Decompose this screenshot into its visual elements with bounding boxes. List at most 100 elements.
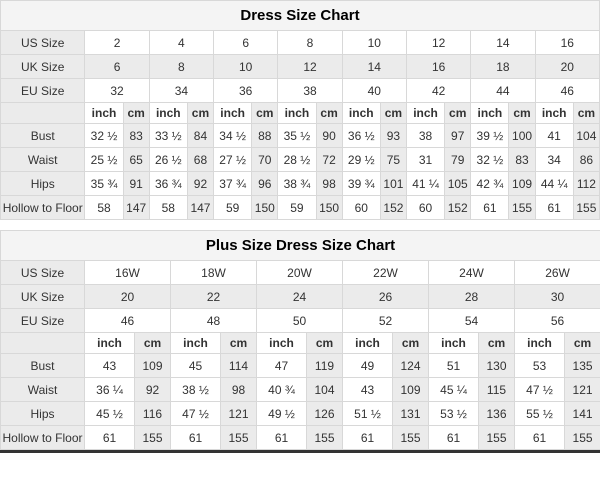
cm-value-cell: 92 <box>186 171 215 196</box>
cm-value-cell: 83 <box>122 123 150 148</box>
inch-value-cell: 59 <box>213 195 253 220</box>
inch-value-cell: 33 ½ <box>148 123 188 148</box>
inch-value-cell: 38 ¾ <box>277 171 317 196</box>
table-title: Dress Size Chart <box>0 0 600 31</box>
cm-value-cell: 135 <box>563 353 600 378</box>
inch-value-cell: 47 <box>256 353 307 378</box>
inch-value-cell: 26 ½ <box>148 147 188 172</box>
inch-value-cell: 49 <box>342 353 393 378</box>
cm-value-cell: 90 <box>315 123 343 148</box>
unit-cm-cell: cm <box>572 102 600 124</box>
size-value-cell: 28 <box>428 284 515 309</box>
size-value-cell: 20 <box>84 284 171 309</box>
size-value-cell: 14 <box>341 54 407 79</box>
cm-value-cell: 100 <box>508 123 536 148</box>
size-value-cell: 30 <box>513 284 600 309</box>
inch-value-cell: 61 <box>342 425 393 450</box>
inch-value-cell: 32 ½ <box>470 147 510 172</box>
size-value-cell: 24 <box>256 284 343 309</box>
cm-value-cell: 155 <box>306 425 343 450</box>
size-value-cell: 14 <box>470 30 536 55</box>
inch-value-cell: 61 <box>514 425 565 450</box>
size-row: EU Size 32 34 36 38 40 42 44 46 <box>0 78 600 103</box>
cm-value-cell: 79 <box>444 147 472 172</box>
cm-value-cell: 155 <box>392 425 429 450</box>
size-value-cell: 8 <box>277 30 343 55</box>
size-value-cell: 12 <box>405 30 472 55</box>
unit-inch-cell: inch <box>514 332 565 354</box>
unit-cm-cell: cm <box>379 102 407 124</box>
size-value-cell: 46 <box>84 308 171 333</box>
inch-value-cell: 47 ½ <box>170 401 221 426</box>
unit-cm-cell: cm <box>508 102 536 124</box>
cm-value-cell: 116 <box>134 401 171 426</box>
size-value-cell: 2 <box>84 30 150 55</box>
size-value-cell: 16 <box>534 30 600 55</box>
inch-value-cell: 37 ¾ <box>213 171 253 196</box>
inch-value-cell: 29 ½ <box>341 147 381 172</box>
cm-value-cell: 150 <box>315 195 343 220</box>
unit-inch-cell: inch <box>341 102 381 124</box>
cm-value-cell: 97 <box>444 123 472 148</box>
inch-value-cell: 36 ¼ <box>84 377 135 402</box>
cm-value-cell: 141 <box>563 401 600 426</box>
unit-cm-cell: cm <box>444 102 472 124</box>
cm-value-cell: 155 <box>508 195 536 220</box>
unit-inch-cell: inch <box>170 332 221 354</box>
size-row: EU Size 46 48 50 52 54 56 <box>0 308 600 333</box>
cm-value-cell: 109 <box>134 353 171 378</box>
inch-value-cell: 36 ¾ <box>148 171 188 196</box>
unit-row: inch cm inch cm inch cm inch cm inch cm inch cm inch… <box>0 102 600 124</box>
inch-value-cell: 27 ½ <box>213 147 253 172</box>
row-label-cell: UK Size <box>0 54 86 79</box>
size-value-cell: 50 <box>256 308 343 333</box>
cm-value-cell: 126 <box>306 401 343 426</box>
inch-value-cell: 61 <box>470 195 510 220</box>
unit-inch-cell: inch <box>277 102 317 124</box>
size-value-cell: 22W <box>342 260 429 285</box>
cm-value-cell: 124 <box>392 353 429 378</box>
inch-value-cell: 53 <box>514 353 565 378</box>
cm-value-cell: 104 <box>306 377 343 402</box>
unit-inch-cell: inch <box>148 102 188 124</box>
inch-value-cell: 40 ¾ <box>256 377 307 402</box>
table-title: Plus Size Dress Size Chart <box>0 230 600 261</box>
inch-value-cell: 45 <box>170 353 221 378</box>
cm-value-cell: 155 <box>220 425 257 450</box>
unit-inch-cell: inch <box>84 332 135 354</box>
size-value-cell: 22 <box>170 284 257 309</box>
size-value-cell: 54 <box>428 308 515 333</box>
cm-value-cell: 68 <box>186 147 215 172</box>
inch-value-cell: 35 ½ <box>277 123 317 148</box>
unit-cm-cell: cm <box>478 332 515 354</box>
inch-value-cell: 41 <box>534 123 574 148</box>
size-value-cell: 24W <box>428 260 515 285</box>
unit-inch-cell: inch <box>534 102 574 124</box>
cm-value-cell: 105 <box>444 171 472 196</box>
cm-value-cell: 109 <box>508 171 536 196</box>
cm-value-cell: 147 <box>186 195 215 220</box>
cm-value-cell: 104 <box>572 123 600 148</box>
size-value-cell: 6 <box>213 30 279 55</box>
row-label-cell: Hips <box>0 401 85 426</box>
inch-value-cell: 49 ½ <box>256 401 307 426</box>
cm-value-cell: 150 <box>251 195 279 220</box>
measure-row: Bust 43 109 45 114 47 119 49 124 51 130 53 135 <box>0 353 600 378</box>
cm-value-cell: 155 <box>563 425 600 450</box>
cm-value-cell: 72 <box>315 147 343 172</box>
cm-value-cell: 109 <box>392 377 429 402</box>
inch-value-cell: 61 <box>428 425 479 450</box>
size-value-cell: 42 <box>405 78 472 103</box>
inch-value-cell: 31 <box>405 147 446 172</box>
cm-value-cell: 91 <box>122 171 150 196</box>
unit-cm-cell: cm <box>186 102 215 124</box>
table-title-row: Dress Size Chart <box>0 0 600 31</box>
size-value-cell: 16W <box>84 260 171 285</box>
inch-value-cell: 38 ½ <box>170 377 221 402</box>
cm-value-cell: 152 <box>444 195 472 220</box>
unit-cm-cell: cm <box>220 332 257 354</box>
cm-value-cell: 155 <box>478 425 515 450</box>
size-value-cell: 4 <box>148 30 215 55</box>
cm-value-cell: 152 <box>379 195 407 220</box>
